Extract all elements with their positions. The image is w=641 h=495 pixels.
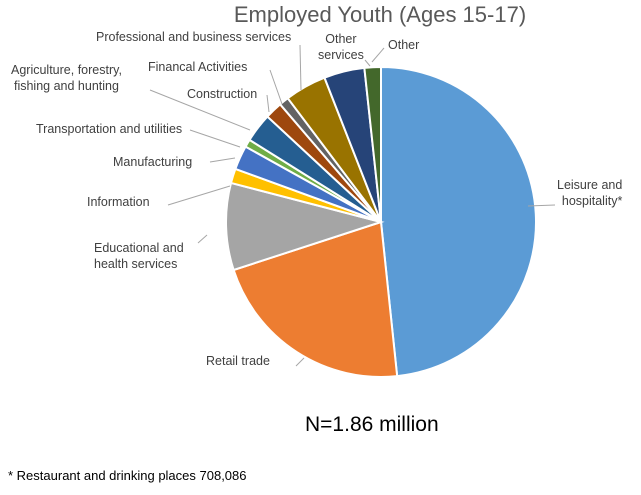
label-edu-line1: Educational and [94,241,184,255]
label-leisure: Leisure and hospitality* [557,177,622,209]
label-leisure-line1: Leisure and [557,178,623,192]
leader-line [299,44,302,91]
label-agri-line2: fishing and hunting [13,79,119,93]
label-manufacturing: Manufacturing [113,155,193,169]
leader-line [167,185,231,206]
label-other: Other [388,38,420,52]
label-agri-line1: Agriculture, forestry, [11,63,122,77]
pie-slice [232,220,399,378]
label-agriculture: Agriculture, forestry, fishing and hunti… [11,62,122,94]
label-information: Information [87,195,150,209]
leader-line [197,234,208,244]
label-other-services-line2: services [318,48,364,62]
label-other-services: Other services [318,31,364,63]
label-edu-line2: health services [94,257,178,271]
leader-line [266,94,270,113]
label-other-services-line1: Other [325,32,357,46]
pie-slice [225,181,385,272]
label-retail: Retail trade [206,354,270,368]
leader-line [295,357,305,367]
pie-slice [363,65,382,223]
label-construction: Construction [187,87,258,101]
leader-line [209,157,236,163]
leader-line [269,69,283,105]
sample-size-annotation: N=1.86 million [305,413,439,436]
leader-line [149,89,251,131]
label-educational: Educational and health services [94,240,184,272]
leader-line [527,204,556,207]
pie-slice [380,65,537,378]
label-leisure-line2: hospitality* [561,194,623,208]
leader-line [364,59,371,67]
label-transportation: Transportation and utilities [36,122,183,136]
leader-line [371,47,385,63]
label-financial: Financal Activities [148,60,248,74]
footnote: * Restaurant and drinking places 708,086 [8,468,247,483]
chart-title: Employed Youth (Ages 15-17) [233,2,527,27]
label-professional: Professional and business services [96,30,292,44]
leader-line [189,129,241,148]
